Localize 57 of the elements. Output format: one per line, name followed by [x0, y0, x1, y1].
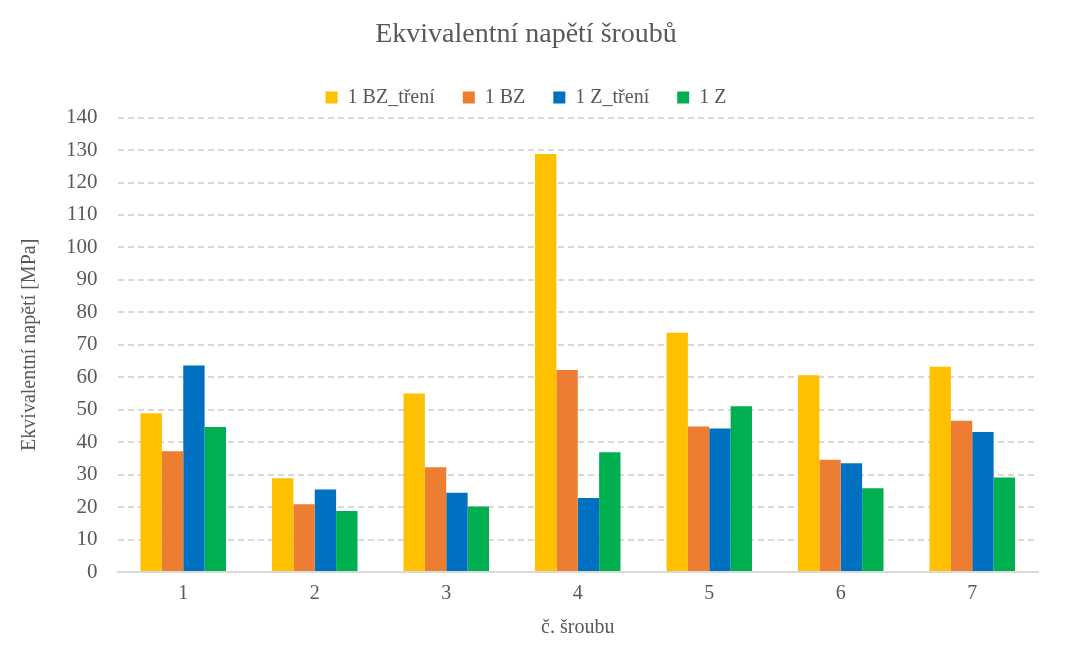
bar	[840, 463, 863, 571]
bar	[446, 492, 468, 571]
y-tick-label: 80	[76, 298, 98, 323]
x-axis-title: č. šroubu	[541, 615, 615, 638]
y-axis-title: Ekvivalentní napětí [MPa]	[17, 238, 41, 451]
x-tick-label: 7	[967, 581, 978, 604]
y-tick-label: 0	[87, 558, 98, 583]
y-tick-label: 140	[66, 104, 98, 129]
bar	[577, 498, 600, 571]
x-tick-label: 6	[835, 581, 846, 604]
y-tick-label: 100	[66, 233, 98, 258]
bar	[272, 478, 294, 571]
chart-title: Ekvivalentní napětí šroubů	[375, 17, 677, 49]
bar	[424, 467, 447, 571]
bar	[666, 332, 688, 571]
bar	[972, 432, 994, 571]
bar	[535, 153, 557, 571]
legend-label: 1 Z	[699, 84, 727, 107]
y-tick-label: 30	[76, 461, 98, 486]
bar	[467, 506, 489, 571]
y-tick-label: 20	[76, 493, 98, 518]
y-tick-label: 10	[76, 526, 98, 551]
bar	[929, 366, 951, 571]
bar	[950, 420, 973, 571]
bar	[183, 365, 205, 571]
bar	[293, 504, 315, 571]
y-tick-label: 60	[76, 363, 98, 388]
x-tick-label: 4	[572, 581, 583, 604]
legend-label: 1 BZ_tření	[347, 84, 436, 107]
bar	[709, 428, 731, 571]
y-tick-label: 90	[76, 266, 98, 291]
y-tick-label: 120	[66, 169, 98, 194]
y-tick-label: 70	[76, 331, 98, 356]
bar	[161, 451, 184, 571]
y-tick-label: 50	[76, 396, 98, 421]
y-tick-label: 40	[76, 428, 98, 453]
x-tick-label: 3	[441, 581, 452, 604]
bar	[687, 426, 710, 571]
x-tick-label: 1	[178, 581, 189, 604]
bar	[314, 489, 337, 571]
bar	[798, 375, 820, 571]
bar	[556, 370, 578, 571]
y-tick-label: 110	[66, 201, 98, 226]
bar	[819, 459, 841, 571]
bar	[993, 477, 1015, 571]
y-tick-label: 130	[66, 136, 98, 161]
x-tick-label: 2	[309, 581, 320, 604]
bar	[862, 488, 884, 571]
bar	[336, 510, 358, 571]
x-tick-label: 5	[704, 581, 715, 604]
legend-label: 1 BZ	[484, 84, 526, 107]
bar	[730, 406, 752, 571]
bar	[403, 393, 425, 571]
legend-label: 1 Z_tření	[575, 84, 650, 107]
bar	[204, 426, 226, 571]
bar	[599, 452, 621, 571]
bar	[140, 413, 162, 571]
